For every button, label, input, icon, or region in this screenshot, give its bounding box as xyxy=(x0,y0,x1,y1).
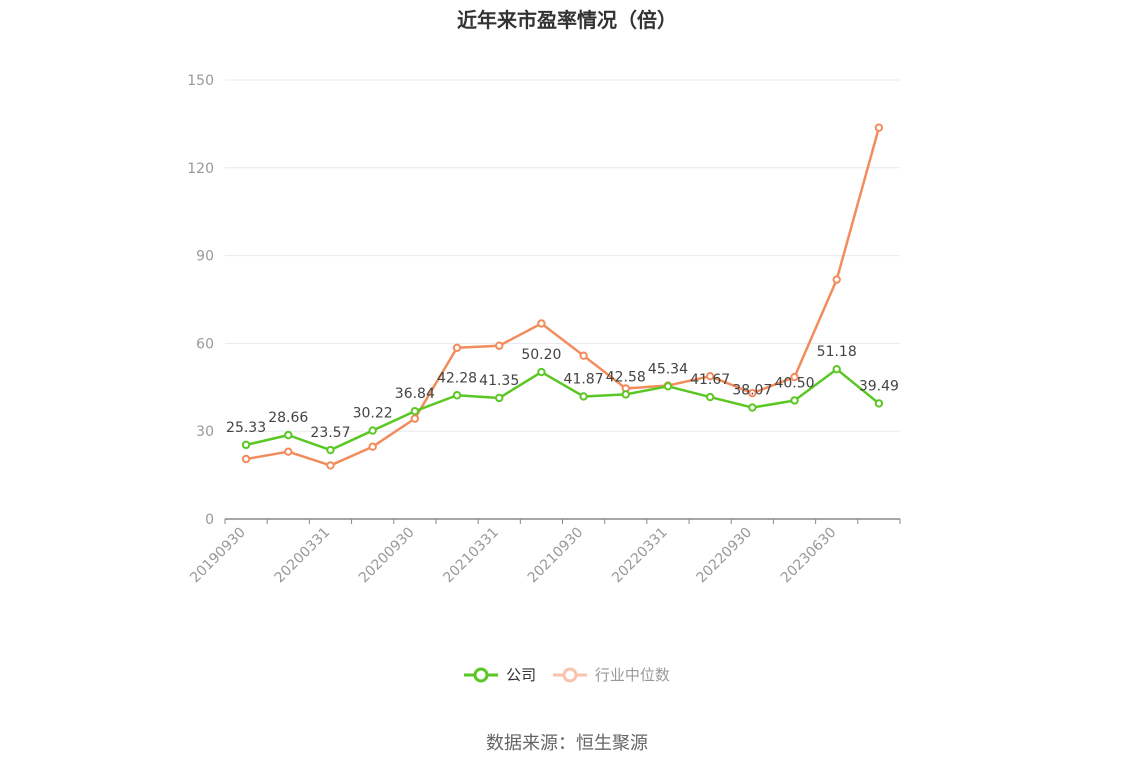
point-industry xyxy=(790,372,799,382)
point-industry xyxy=(284,447,293,456)
series-line-industry xyxy=(245,127,881,467)
data-label-company: 40.50 xyxy=(774,375,814,391)
x-tick-label: 20200331 xyxy=(272,525,334,587)
chart-title: 近年来市盈率情况（倍） xyxy=(457,8,677,32)
x-tick-label: 20200930 xyxy=(356,525,418,587)
point-company xyxy=(663,382,673,391)
legend-item-industry-median[interactable]: 行业中位数 xyxy=(552,664,670,685)
point-company xyxy=(790,396,799,405)
point-company xyxy=(284,430,293,440)
point-company xyxy=(326,445,335,455)
x-tick-label: 20210331 xyxy=(440,525,502,587)
point-industry xyxy=(705,371,715,381)
point-industry xyxy=(537,319,546,328)
point-company xyxy=(452,391,462,400)
point-company xyxy=(368,426,377,435)
y-tick-label: 0 xyxy=(205,512,214,528)
data-label-company: 42.28 xyxy=(437,370,477,386)
x-axis: 20190930 20200331 20200930 20210331 20210930… xyxy=(187,518,901,587)
grid-lines xyxy=(225,79,900,432)
point-industry xyxy=(368,442,377,451)
point-industry xyxy=(748,388,757,398)
data-label-company: 36.84 xyxy=(395,386,435,402)
point-industry xyxy=(452,343,462,352)
data-label-company: 41.67 xyxy=(690,372,730,388)
legend: 公司 行业中位数 xyxy=(0,664,1134,687)
legend-item-company[interactable]: 公司 xyxy=(464,664,536,685)
legend-industry-label: 行业中位数 xyxy=(594,666,670,684)
point-company xyxy=(705,392,715,402)
point-industry xyxy=(579,351,588,360)
data-label-company: 42.58 xyxy=(606,369,646,385)
y-tick-label: 90 xyxy=(196,249,214,265)
data-label-company: 41.35 xyxy=(479,373,519,389)
legend-company-label: 公司 xyxy=(506,666,537,684)
point-company xyxy=(495,393,504,403)
y-tick-label: 30 xyxy=(196,424,214,440)
point-industry xyxy=(241,454,251,464)
data-label-company: 28.66 xyxy=(268,410,308,426)
y-tick-label: 60 xyxy=(196,336,214,352)
legend-industry-marker xyxy=(552,667,587,682)
data-label-company: 25.33 xyxy=(226,420,266,436)
x-tick-label: 20220930 xyxy=(693,525,755,587)
data-label-company: 39.49 xyxy=(859,378,899,394)
point-company xyxy=(874,399,884,408)
point-company xyxy=(748,403,757,412)
data-label-company: 38.07 xyxy=(732,383,772,399)
point-company xyxy=(410,406,420,416)
point-industry xyxy=(874,123,884,132)
legend-company-marker xyxy=(464,667,499,682)
point-company xyxy=(537,367,546,377)
series-line-company xyxy=(245,367,880,452)
series-group xyxy=(241,123,884,470)
data-label-company: 30.22 xyxy=(353,406,393,422)
y-tick-label: 150 xyxy=(187,73,214,89)
point-industry xyxy=(495,341,504,350)
x-tick-label: 20210930 xyxy=(525,525,587,587)
data-label-company: 41.87 xyxy=(564,371,604,387)
source-note: 数据来源：恒生聚源 xyxy=(486,733,648,754)
x-tick-label: 20220331 xyxy=(609,525,671,587)
data-label-company: 45.34 xyxy=(648,361,688,377)
point-company xyxy=(241,440,251,450)
point-industry xyxy=(410,414,420,423)
y-axis: 0 30 60 90 120 150 xyxy=(187,73,214,528)
point-company xyxy=(579,392,588,401)
point-company xyxy=(621,390,630,399)
data-label-company: 51.18 xyxy=(817,344,857,360)
x-tick-label: 20230630 xyxy=(778,525,840,587)
y-tick-label: 120 xyxy=(187,161,214,177)
point-company xyxy=(832,365,841,374)
x-tick-label: 20190930 xyxy=(187,525,249,587)
point-industry xyxy=(326,461,335,470)
data-label-company: 23.57 xyxy=(310,425,350,441)
data-label-company: 50.20 xyxy=(521,347,561,363)
point-industry xyxy=(832,275,841,284)
